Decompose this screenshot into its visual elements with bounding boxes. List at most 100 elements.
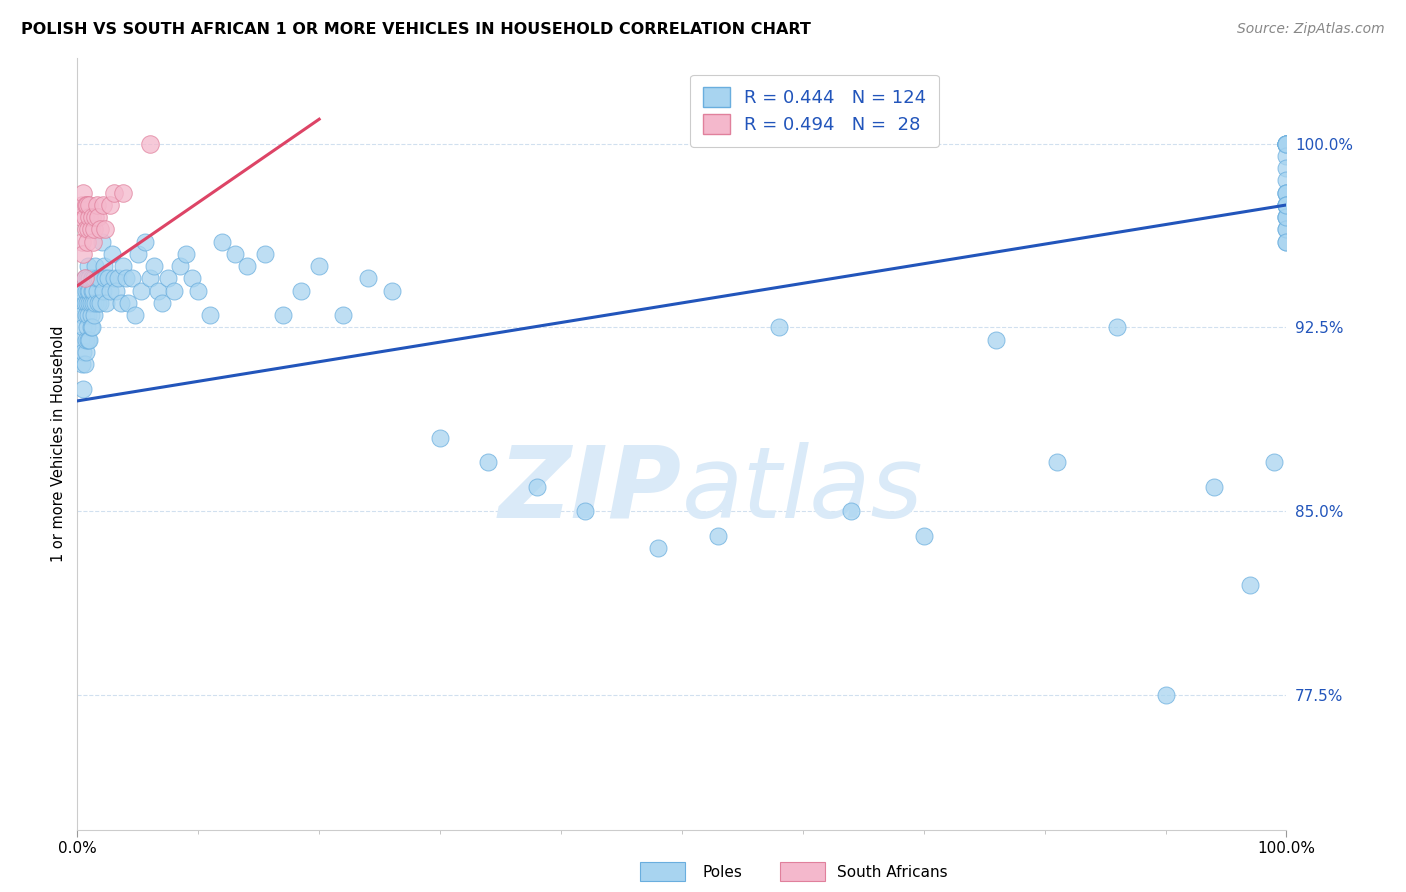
Point bbox=[73, 271, 96, 285]
Point bbox=[90, 235, 112, 249]
Point bbox=[84, 259, 107, 273]
Text: POLISH VS SOUTH AFRICAN 1 OR MORE VEHICLES IN HOUSEHOLD CORRELATION CHART: POLISH VS SOUTH AFRICAN 1 OR MORE VEHICL… bbox=[21, 22, 811, 37]
Point bbox=[70, 210, 93, 224]
Point bbox=[1275, 210, 1298, 224]
Point bbox=[75, 222, 97, 236]
Point bbox=[96, 296, 118, 310]
Point bbox=[163, 284, 186, 298]
Point bbox=[87, 296, 110, 310]
Point bbox=[1275, 210, 1298, 224]
Point bbox=[526, 480, 548, 494]
Point bbox=[70, 308, 93, 322]
Point bbox=[72, 247, 94, 261]
Point bbox=[839, 504, 862, 518]
Point bbox=[150, 296, 173, 310]
FancyBboxPatch shape bbox=[640, 862, 685, 881]
Point bbox=[169, 259, 191, 273]
Point bbox=[768, 320, 790, 334]
Point bbox=[77, 308, 100, 322]
Point bbox=[91, 198, 114, 212]
Point bbox=[80, 271, 103, 285]
Point bbox=[356, 271, 378, 285]
Point bbox=[112, 259, 135, 273]
Point bbox=[75, 198, 97, 212]
Point bbox=[1275, 136, 1298, 151]
Point bbox=[70, 333, 93, 347]
Point bbox=[1275, 136, 1298, 151]
Point bbox=[73, 357, 96, 371]
Point bbox=[1275, 186, 1298, 200]
Point bbox=[134, 235, 156, 249]
Point bbox=[1107, 320, 1129, 334]
Text: Source: ZipAtlas.com: Source: ZipAtlas.com bbox=[1237, 22, 1385, 37]
Point bbox=[271, 308, 294, 322]
Point bbox=[80, 210, 103, 224]
Y-axis label: 1 or more Vehicles in Household: 1 or more Vehicles in Household bbox=[51, 326, 66, 562]
Point bbox=[105, 284, 128, 298]
Point bbox=[75, 345, 97, 359]
Point bbox=[80, 320, 103, 334]
Point bbox=[112, 186, 135, 200]
Point bbox=[75, 284, 97, 298]
Point bbox=[1239, 577, 1261, 591]
Point bbox=[76, 198, 98, 212]
Point bbox=[1275, 136, 1298, 151]
Point bbox=[124, 308, 146, 322]
Point bbox=[83, 308, 105, 322]
Point bbox=[103, 271, 125, 285]
Point bbox=[73, 210, 96, 224]
Point bbox=[1275, 173, 1298, 187]
Point bbox=[76, 296, 98, 310]
Point bbox=[82, 296, 104, 310]
Point bbox=[127, 247, 149, 261]
Point bbox=[80, 284, 103, 298]
Point bbox=[1275, 235, 1298, 249]
Point bbox=[181, 271, 204, 285]
Point bbox=[1275, 186, 1298, 200]
Point bbox=[82, 284, 104, 298]
Point bbox=[98, 198, 121, 212]
FancyBboxPatch shape bbox=[780, 862, 825, 881]
Point bbox=[96, 271, 118, 285]
Text: ZIP: ZIP bbox=[499, 442, 682, 539]
Point bbox=[79, 308, 101, 322]
Point bbox=[69, 296, 91, 310]
Point bbox=[1275, 136, 1298, 151]
Point bbox=[79, 333, 101, 347]
Point bbox=[253, 247, 276, 261]
Point bbox=[72, 345, 94, 359]
Point bbox=[707, 528, 730, 542]
Point bbox=[79, 296, 101, 310]
Point bbox=[1275, 198, 1298, 212]
Point bbox=[574, 504, 596, 518]
Point bbox=[76, 235, 98, 249]
Point bbox=[79, 222, 101, 236]
Point bbox=[77, 259, 100, 273]
Point bbox=[1275, 210, 1298, 224]
Point bbox=[70, 235, 93, 249]
Point bbox=[121, 271, 143, 285]
Point bbox=[211, 235, 233, 249]
Point bbox=[1275, 136, 1298, 151]
Point bbox=[107, 271, 129, 285]
Point bbox=[83, 271, 105, 285]
Point bbox=[308, 259, 330, 273]
Text: Poles: Poles bbox=[703, 865, 742, 880]
Point bbox=[70, 198, 93, 212]
Point bbox=[1202, 480, 1225, 494]
Point bbox=[142, 259, 165, 273]
Point bbox=[148, 284, 170, 298]
Point bbox=[117, 296, 139, 310]
Point bbox=[1275, 161, 1298, 176]
Point bbox=[101, 247, 124, 261]
Point bbox=[73, 296, 96, 310]
Point bbox=[82, 235, 104, 249]
Text: South Africans: South Africans bbox=[837, 865, 948, 880]
Point bbox=[1275, 222, 1298, 236]
Point bbox=[235, 259, 257, 273]
Point bbox=[131, 284, 153, 298]
Point bbox=[1275, 136, 1298, 151]
Point bbox=[110, 296, 132, 310]
Point bbox=[187, 284, 209, 298]
Point bbox=[1275, 136, 1298, 151]
